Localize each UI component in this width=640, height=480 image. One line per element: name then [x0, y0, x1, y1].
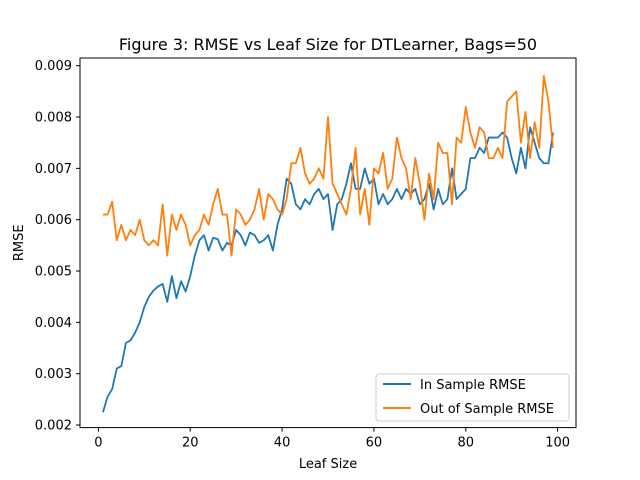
x-tick-label: 80 [458, 436, 475, 451]
plot-area [102, 75, 554, 413]
y-tick-label: 0.004 [35, 316, 72, 331]
y-tick-label: 0.008 [35, 111, 72, 126]
legend-box [375, 373, 570, 422]
x-axis: 0 20 40 60 80 100 [94, 427, 570, 451]
legend-label-out-of-sample: Out of Sample RMSE [420, 402, 554, 417]
y-tick-label: 0.005 [35, 265, 72, 280]
x-tick-label: 0 [94, 436, 102, 451]
x-axis-label: Leaf Size [299, 457, 357, 472]
x-tick-label: 100 [545, 436, 570, 451]
y-axis: 0.002 0.003 0.004 0.005 0.006 0.007 0.008 0.009 [35, 59, 80, 434]
x-tick-label: 60 [366, 436, 383, 451]
y-tick-label: 0.007 [35, 162, 72, 177]
axes-frame [79, 57, 577, 429]
y-axis-label: RMSE [12, 224, 27, 261]
y-tick-label: 0.003 [35, 367, 72, 382]
chart-title: Figure 3: RMSE vs Leaf Size for DTLearne… [119, 35, 537, 54]
y-tick-label: 0.009 [35, 59, 72, 74]
x-tick-label: 40 [274, 436, 291, 451]
legend: In Sample RMSE Out of Sample RMSE [375, 373, 570, 422]
series-line-in-sample-rmse [102, 126, 554, 413]
y-tick-label: 0.002 [35, 419, 72, 434]
series-line-out-of-sample-rmse [102, 75, 554, 257]
x-tick-label: 20 [182, 436, 199, 451]
legend-label-in-sample: In Sample RMSE [420, 378, 526, 393]
y-tick-label: 0.006 [35, 213, 72, 228]
